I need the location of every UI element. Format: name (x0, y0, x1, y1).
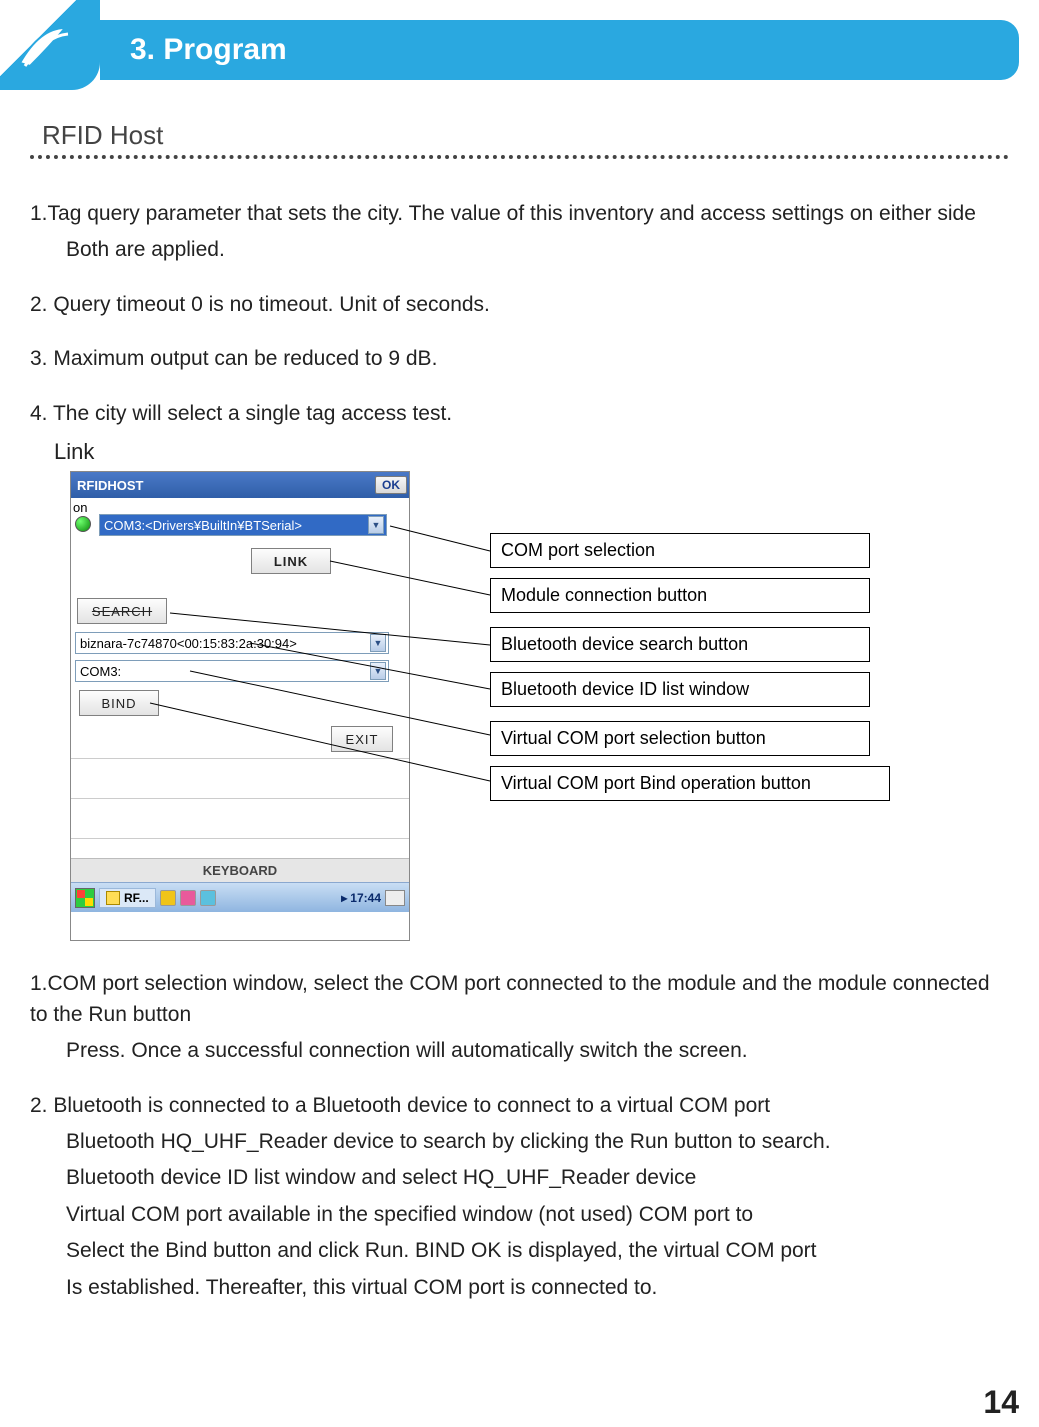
link-button[interactable]: LINK (251, 548, 331, 574)
app-icon (106, 891, 120, 905)
tray-icon[interactable] (160, 890, 176, 906)
taskbar: RF... ▸ 17:44 (71, 882, 409, 912)
lower-l2f: Is established. Thereafter, this virtual… (30, 1273, 1009, 1303)
intro-p4: 4. The city will select a single tag acc… (30, 399, 1009, 429)
start-icon[interactable] (75, 888, 95, 908)
intro-p1: 1.Tag query parameter that sets the city… (30, 199, 1009, 229)
chevron-down-icon[interactable]: ▼ (370, 662, 386, 680)
callout-vcom-select: Virtual COM port selection button (490, 721, 870, 756)
status-led-icon (75, 516, 91, 532)
com-port-combo[interactable]: COM3:<Drivers¥BuiltIn¥BTSerial> ▼ (99, 514, 387, 536)
device-window-title: RFIDHOST (77, 478, 143, 493)
callout-module-connect: Module connection button (490, 578, 870, 613)
intro-p3: 3. Maximum output can be reduced to 9 dB… (30, 344, 1009, 374)
lower-l1b: Press. Once a successful connection will… (30, 1036, 1009, 1066)
lower-text-block: 1.COM port selection window, select the … (30, 969, 1009, 1303)
callout-com-port: COM port selection (490, 533, 870, 568)
chapter-title-bar: 3. Program (100, 20, 1019, 80)
lower-l2c: Bluetooth device ID list window and sele… (30, 1163, 1009, 1193)
lower-l2d: Virtual COM port available in the specif… (30, 1200, 1009, 1230)
figure-area: RFIDHOST OK on COM3:<Drivers¥BuiltIn¥BTS… (30, 471, 1009, 951)
virtual-com-combo[interactable]: COM3: ▼ (75, 660, 389, 682)
logo-tab (0, 0, 100, 90)
callout-vcom-bind: Virtual COM port Bind operation button (490, 766, 890, 801)
callout-bt-search: Bluetooth device search button (490, 627, 870, 662)
tray-icon[interactable] (200, 890, 216, 906)
task-app-button[interactable]: RF... (99, 888, 156, 908)
chevron-down-icon[interactable]: ▼ (370, 634, 386, 652)
bt-device-combo[interactable]: biznara-7c74870<00:15:83:2a:30:94> ▼ (75, 632, 389, 654)
intro-p2: 2. Query timeout 0 is no timeout. Unit o… (30, 290, 1009, 320)
device-titlebar: RFIDHOST OK (71, 472, 409, 498)
com-port-value: COM3:<Drivers¥BuiltIn¥BTSerial> (104, 518, 302, 533)
virtual-com-value: COM3: (80, 664, 121, 679)
sub-heading-link: Link (54, 439, 1009, 465)
chevron-down-icon[interactable]: ▼ (368, 516, 384, 534)
exit-button[interactable]: EXIT (331, 726, 393, 752)
section-divider (30, 155, 1009, 159)
on-label: on (73, 500, 87, 515)
section-title: RFID Host (42, 120, 1009, 151)
keyboard-bar[interactable]: KEYBOARD (71, 858, 409, 882)
lower-l2b: Bluetooth HQ_UHF_Reader device to search… (30, 1127, 1009, 1157)
search-button[interactable]: SEARCH (77, 598, 167, 624)
callout-list: COM port selection Module connection but… (490, 533, 870, 811)
page-number: 14 (983, 1384, 1019, 1421)
chapter-title: 3. Program (130, 33, 287, 67)
lower-l1: 1.COM port selection window, select the … (30, 969, 1009, 1030)
page-header: 3. Program (0, 0, 1039, 90)
lower-l2e: Select the Bind button and click Run. BI… (30, 1236, 1009, 1266)
lower-l2a: 2. Bluetooth is connected to a Bluetooth… (30, 1091, 1009, 1121)
sip-keyboard-icon[interactable] (385, 890, 405, 906)
bt-device-value: biznara-7c74870<00:15:83:2a:30:94> (80, 636, 297, 651)
tray-icon[interactable] (180, 890, 196, 906)
callout-bt-id-list: Bluetooth device ID list window (490, 672, 870, 707)
taskbar-clock: ▸ 17:44 (341, 891, 381, 905)
intro-text-block: 1.Tag query parameter that sets the city… (30, 199, 1009, 429)
device-screenshot: RFIDHOST OK on COM3:<Drivers¥BuiltIn¥BTS… (70, 471, 410, 941)
bind-button[interactable]: BIND (79, 690, 159, 716)
logo-icon (10, 18, 80, 78)
intro-p1b: Both are applied. (30, 235, 1009, 265)
ok-button[interactable]: OK (375, 476, 407, 494)
